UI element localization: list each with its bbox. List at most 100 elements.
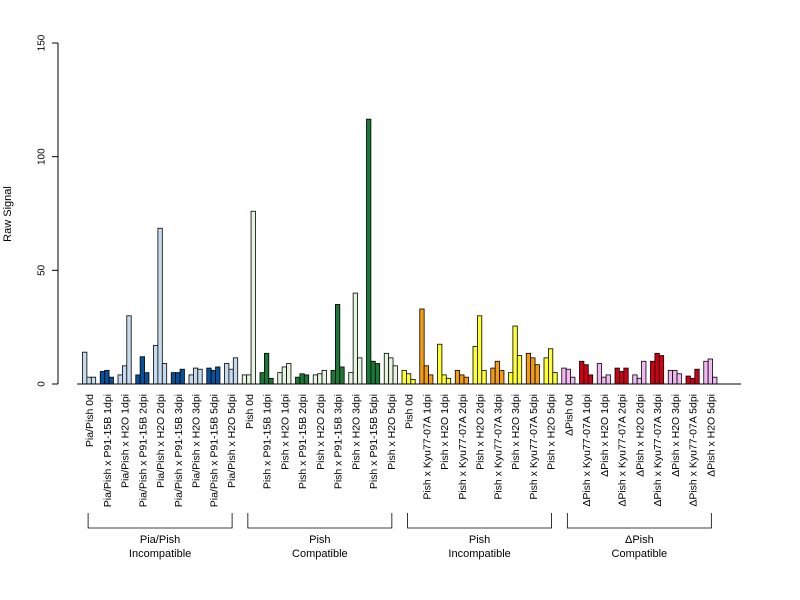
bar [525,352,532,385]
bar [583,364,589,385]
bar [224,363,230,385]
bar [561,367,567,385]
group-label: Incompatible [129,548,191,560]
bar [82,351,88,385]
x-tick-label: Pia/Pish x H2O 3dpi [191,394,203,488]
x-tick-label: Pish x H2O 2dpi [475,394,487,470]
bar [299,373,305,385]
bar [481,369,487,385]
bar [672,369,678,385]
bar-group [348,292,363,385]
y-axis-label: Raw Signal [2,186,14,242]
bar-group [579,360,594,385]
x-tick-label: Pish x P91-15B 3dpi [333,394,345,489]
bar [654,352,660,385]
x-tick-label: Pia/Pish x P91-15B 1dpi [102,394,114,507]
bar [295,376,301,385]
bar [126,315,132,385]
group-label: Compatible [612,548,668,560]
bar [516,355,523,385]
bar [587,374,594,385]
bar [139,356,145,385]
bar [117,374,123,385]
bar [246,374,252,385]
bar-group [135,356,150,385]
bar-group [685,368,700,385]
bar [175,372,181,385]
bar [508,372,514,385]
bar [476,315,483,385]
bar-group [383,352,398,385]
y-tick-label: 50 [37,264,48,276]
x-tick-label: ΔPish x Kyu77-07A 2dpi [617,394,629,507]
bar-group [614,367,629,385]
bar [534,364,540,385]
bar [472,346,478,385]
x-tick-label: Pia/Pish x H2O 5dpi [226,394,238,488]
bar [277,372,283,385]
group-bracket: Pish Compatible [247,513,393,560]
group-label: Pia/Pish [140,534,180,546]
bar [570,376,576,385]
bar [215,366,221,385]
bar [170,372,177,385]
bar-group [170,368,185,385]
bar [161,363,168,385]
bar [512,325,518,385]
bar [596,363,603,385]
bar [192,367,199,385]
bar [614,367,620,385]
bar [122,365,128,385]
x-tick-label: Pia/Pish x P91-15B 3dpi [173,394,185,507]
x-tick-label: ΔPish x Kyu77-07A 1dpi [581,394,593,507]
bar [605,374,611,385]
bar [445,377,452,385]
bar [86,376,92,385]
bar [712,376,718,385]
bar-group [650,352,665,385]
bar [676,373,682,385]
bar-group [259,352,274,385]
bar-group [206,366,221,385]
bar [392,365,398,385]
bar-group [632,360,647,385]
bar [228,368,234,385]
bar [339,366,345,385]
group-brackets: Pia/Pish Incompatible Pish Compatible Pish In… [87,513,712,560]
y-tick-label: 100 [37,148,48,165]
bar [601,376,607,385]
bar [303,374,310,385]
bar [685,375,691,385]
bar [374,363,381,385]
bar [650,360,656,385]
group-bracket: Pish Incompatible [407,513,552,560]
x-tick-labels: Pia/Pish 0d Pia/Pish x P91-15B 1dpi Pia/Pi… [84,394,717,507]
x-tick-label: ΔPish x H2O 2dpi [634,394,646,477]
x-tick-label: Pia/Pish 0d [84,394,96,447]
group-label: ΔPish [625,534,654,546]
x-tick-label: Pish x P91-15B 2dpi [297,394,309,489]
bar [623,367,629,385]
bar [370,360,376,385]
bar [312,374,319,385]
bar-group [667,369,682,385]
x-tick-label: Pish x H2O 3dpi [510,394,522,470]
x-tick-label: Pish x H2O 3dpi [350,394,362,470]
group-bracket-line [566,513,712,529]
bar [383,352,390,385]
bar [210,369,216,385]
x-tick-label: Pish x Kyu77-07A 1dpi [421,394,433,500]
bar [632,374,638,385]
bar [321,369,327,385]
bar [428,374,434,385]
bar [99,371,106,385]
bar [490,367,496,385]
y-axis: 0 50 100 150 [37,34,59,387]
bar-group [561,367,576,385]
bar-group [312,369,327,385]
bar [144,372,150,385]
bar [419,308,425,385]
bar [206,367,212,385]
bar-group [703,358,718,385]
